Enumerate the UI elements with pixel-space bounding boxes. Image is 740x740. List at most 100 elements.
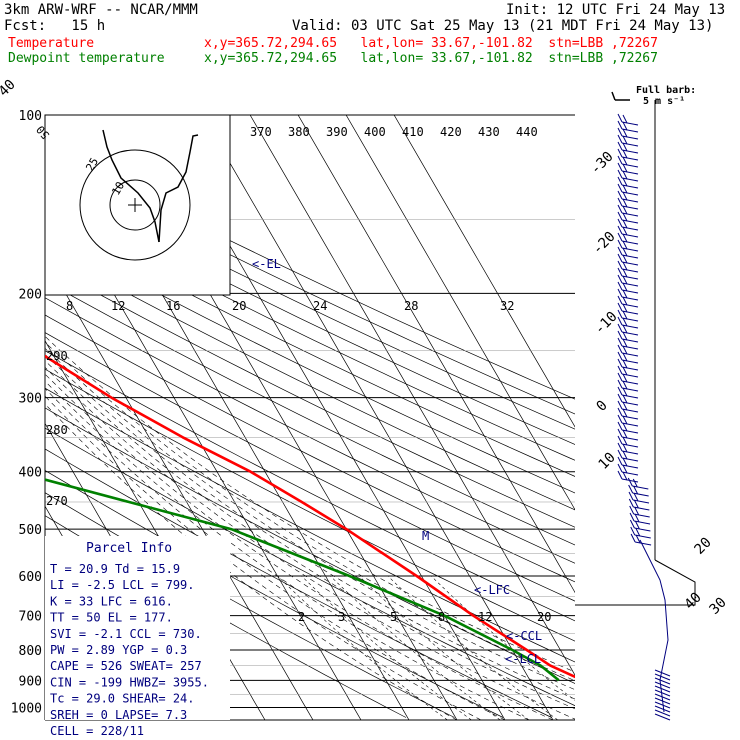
wind-barb	[621, 296, 639, 301]
wind-barb	[621, 359, 639, 364]
wind-barb	[621, 338, 639, 343]
isotherm-label: 30	[707, 595, 730, 618]
wind-barb	[617, 134, 623, 144]
wind-barb	[617, 442, 623, 452]
wind-barb	[621, 268, 639, 273]
wind-barb	[634, 527, 651, 532]
wind-barb	[622, 163, 628, 173]
theta-label: 420	[440, 125, 462, 139]
wind-barb	[621, 191, 639, 196]
mixing-ratio-label: 20	[537, 610, 551, 624]
annotation-el: <-EL	[252, 257, 281, 271]
theta-low-label: 290	[46, 349, 68, 363]
wind-barb	[622, 338, 628, 348]
wind-barb	[633, 520, 651, 525]
wind-barb	[621, 247, 639, 252]
hodograph-ring-label: 25	[83, 156, 101, 174]
mixing-ratio-line	[301, 575, 472, 720]
wind-barb	[621, 275, 639, 280]
wind-barb	[621, 254, 639, 259]
wind-barb	[622, 366, 628, 376]
wind-barb	[654, 697, 671, 705]
wind-barb	[617, 400, 623, 410]
wind-barb	[622, 121, 628, 131]
parcel-info-row: CAPE = 526 SWEAT= 257	[50, 659, 202, 673]
wind-barb	[622, 373, 628, 383]
wind-barb	[617, 302, 623, 312]
wind-barb	[621, 289, 639, 294]
wind-barb	[622, 359, 628, 369]
wind-barb	[621, 142, 639, 147]
wind-barb	[617, 428, 623, 438]
temperature-legend-label: Temperature	[8, 36, 95, 51]
wind-barb	[617, 120, 623, 130]
theta-label: 370	[250, 125, 272, 139]
wind-barb	[617, 358, 623, 368]
pressure-tick-label: 900	[19, 674, 42, 689]
pressure-tick-label: 1000	[11, 701, 42, 716]
moist-adiabat-line	[45, 373, 554, 720]
parcel-info-title: Parcel Info	[86, 541, 172, 556]
wind-barb	[622, 415, 628, 425]
wind-barb	[617, 232, 623, 242]
wind-barb	[622, 436, 628, 446]
wind-barb	[617, 365, 623, 375]
wind-barb	[617, 162, 623, 172]
wind-barb	[622, 345, 628, 355]
wind-barb	[621, 471, 639, 476]
wind-barb	[622, 135, 628, 145]
wind-barb	[632, 485, 649, 490]
isotherm-label: 0	[594, 398, 611, 415]
dewpoint-profile	[45, 478, 560, 682]
isotherm-label: 20	[692, 535, 715, 558]
wind-barb	[617, 260, 623, 270]
wind-barb	[621, 184, 639, 189]
wind-barb	[621, 205, 639, 210]
wind-barb	[622, 177, 628, 187]
isotherm-label: -30	[588, 149, 617, 178]
wind-barb	[629, 512, 635, 522]
wind-barb	[635, 534, 641, 544]
wind-barb	[621, 408, 639, 413]
init-time: Init: 12 UTC Fri 24 May 13	[506, 2, 726, 18]
wind-barb	[617, 309, 623, 319]
theta-label: 410	[402, 125, 424, 139]
wind-barb	[617, 463, 623, 473]
wind-barb	[617, 288, 623, 298]
wind-barb	[621, 156, 639, 161]
wind-barb	[621, 366, 639, 371]
wind-barb	[621, 310, 639, 315]
annotation-m: M	[422, 529, 429, 543]
parcel-info-row: Tc = 29.0 SHEAR= 24.	[50, 692, 195, 706]
theta-label: 390	[326, 125, 348, 139]
wind-barb	[630, 533, 636, 543]
wind-barb	[622, 275, 628, 285]
dry-adiabat-line	[45, 217, 575, 477]
wind-barb	[622, 114, 628, 124]
wind-barb	[617, 253, 623, 263]
wind-barb	[617, 281, 623, 291]
theta-low-label: 280	[46, 423, 68, 437]
wind-barb	[617, 218, 623, 228]
wind-barb	[628, 491, 634, 501]
wind-barb	[634, 534, 651, 539]
wind-barb	[629, 505, 635, 515]
wind-barb	[617, 421, 623, 431]
isotherm-line	[393, 115, 575, 428]
hodograph-trace	[102, 129, 160, 243]
hodograph-trace	[158, 134, 199, 243]
dry-adiabat-line	[45, 297, 575, 564]
mixing-ratio-line	[277, 575, 448, 720]
isotherm-line	[0, 115, 25, 720]
pressure-tick-label: 400	[19, 466, 42, 481]
wind-barb	[622, 170, 628, 180]
wind-barb	[635, 527, 641, 537]
wind-barb	[617, 379, 623, 389]
mixing-ratio-label: 2	[298, 610, 305, 624]
wind-barb	[632, 499, 650, 504]
wind-barb	[622, 128, 628, 138]
wind-barb	[621, 457, 639, 462]
wind-barb	[654, 713, 671, 721]
wind-barb	[617, 372, 623, 382]
hodograph-speed-label: 12	[111, 299, 125, 313]
